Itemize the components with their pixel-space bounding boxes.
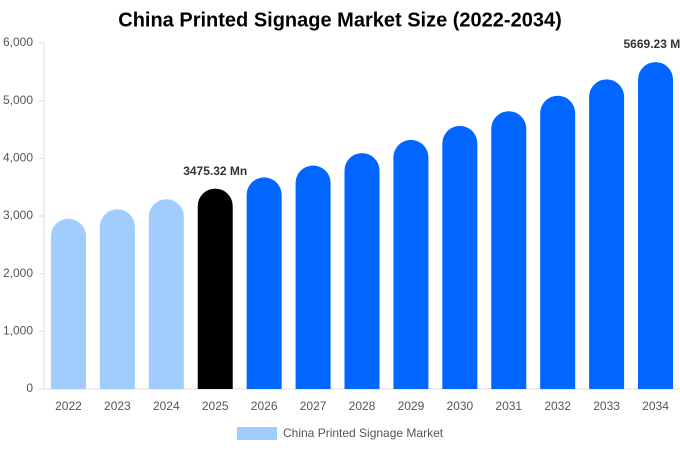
x-tick-label: 2026 bbox=[251, 399, 278, 413]
bar bbox=[442, 125, 478, 390]
bar bbox=[148, 199, 184, 389]
x-tick-label: 2025 bbox=[202, 399, 229, 413]
bar bbox=[246, 177, 282, 389]
chart-title: China Printed Signage Market Size (2022-… bbox=[118, 9, 562, 31]
value-label: 5669.23 Mn bbox=[624, 37, 680, 51]
x-tick-label: 2027 bbox=[300, 399, 327, 413]
x-tick-label: 2022 bbox=[55, 399, 82, 413]
value-label: 3475.32 Mn bbox=[183, 164, 247, 178]
bar bbox=[50, 218, 86, 389]
bar bbox=[99, 209, 135, 389]
bar bbox=[638, 62, 674, 389]
x-tick-label: 2028 bbox=[349, 399, 376, 413]
legend-label: China Printed Signage Market bbox=[283, 426, 444, 440]
bar bbox=[540, 95, 576, 389]
bar bbox=[393, 139, 429, 389]
bar bbox=[197, 188, 233, 389]
x-tick-label: 2030 bbox=[446, 399, 473, 413]
y-tick-label: 1,000 bbox=[3, 324, 33, 338]
x-tick-label: 2024 bbox=[153, 399, 180, 413]
x-tick-label: 2023 bbox=[104, 399, 131, 413]
legend-swatch bbox=[237, 427, 277, 440]
y-tick-label: 0 bbox=[26, 381, 33, 395]
bar bbox=[295, 165, 331, 389]
x-tick-label: 2034 bbox=[642, 399, 669, 413]
y-tick-label: 5,000 bbox=[3, 93, 33, 107]
y-tick-label: 4,000 bbox=[3, 151, 33, 165]
y-tick-label: 3,000 bbox=[3, 208, 33, 222]
y-tick-label: 2,000 bbox=[3, 266, 33, 280]
x-tick-label: 2032 bbox=[544, 399, 571, 413]
y-tick-label: 6,000 bbox=[3, 35, 33, 49]
x-tick-label: 2031 bbox=[495, 399, 522, 413]
bar bbox=[491, 111, 527, 389]
x-tick-label: 2029 bbox=[398, 399, 425, 413]
x-tick-label: 2033 bbox=[593, 399, 620, 413]
bar bbox=[344, 153, 380, 389]
bar bbox=[589, 79, 625, 389]
